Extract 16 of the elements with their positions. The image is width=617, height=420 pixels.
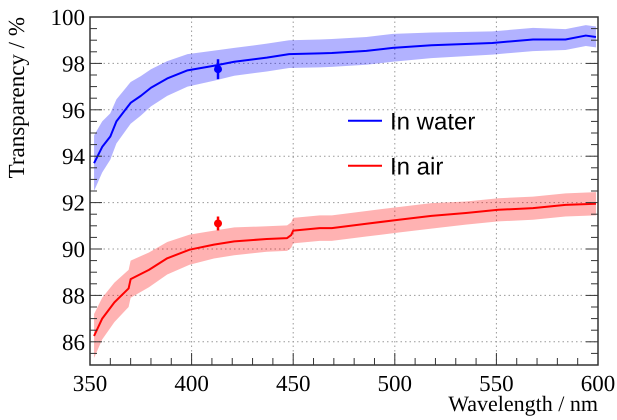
y-tick-label: 94: [62, 144, 86, 170]
y-tick-label: 92: [62, 190, 85, 216]
y-tick-label: 86: [62, 330, 85, 355]
legend-label: In water: [390, 108, 476, 136]
y-tick-label: 96: [62, 98, 85, 123]
line-series: [93, 202, 597, 337]
y-tick-label: 88: [62, 283, 85, 308]
x-tick-label: 400: [174, 371, 209, 396]
x-tick-label: 450: [276, 371, 310, 396]
y-tick-label: 90: [62, 237, 85, 262]
y-tick-label: 98: [62, 51, 85, 76]
y-tick-label: 100: [50, 5, 85, 30]
x-tick-label: 350: [72, 371, 108, 396]
x-tick-label: 500: [378, 371, 412, 396]
y-axis-title: Transparency / %: [4, 17, 29, 178]
legend-label: In air: [390, 154, 444, 181]
